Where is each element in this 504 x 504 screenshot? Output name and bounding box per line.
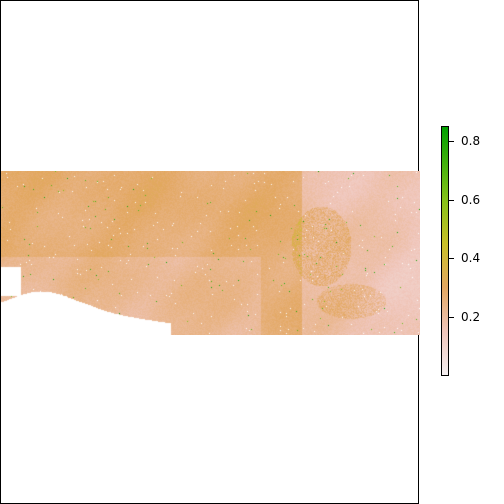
legend-tick-label: 0.2 (461, 311, 480, 323)
legend-tick-label: 0.4 (461, 252, 480, 264)
legend-tick-label: 0.6 (461, 194, 480, 206)
legend-tick-mark (449, 258, 454, 259)
legend-tick-label: 0.8 (461, 135, 480, 147)
raster-heatmap (1, 171, 420, 335)
plot-frame (0, 0, 419, 504)
color-legend-bar (441, 126, 449, 376)
legend-tick-mark (449, 317, 454, 318)
legend-tick-mark (449, 141, 454, 142)
legend-tick-mark (449, 200, 454, 201)
